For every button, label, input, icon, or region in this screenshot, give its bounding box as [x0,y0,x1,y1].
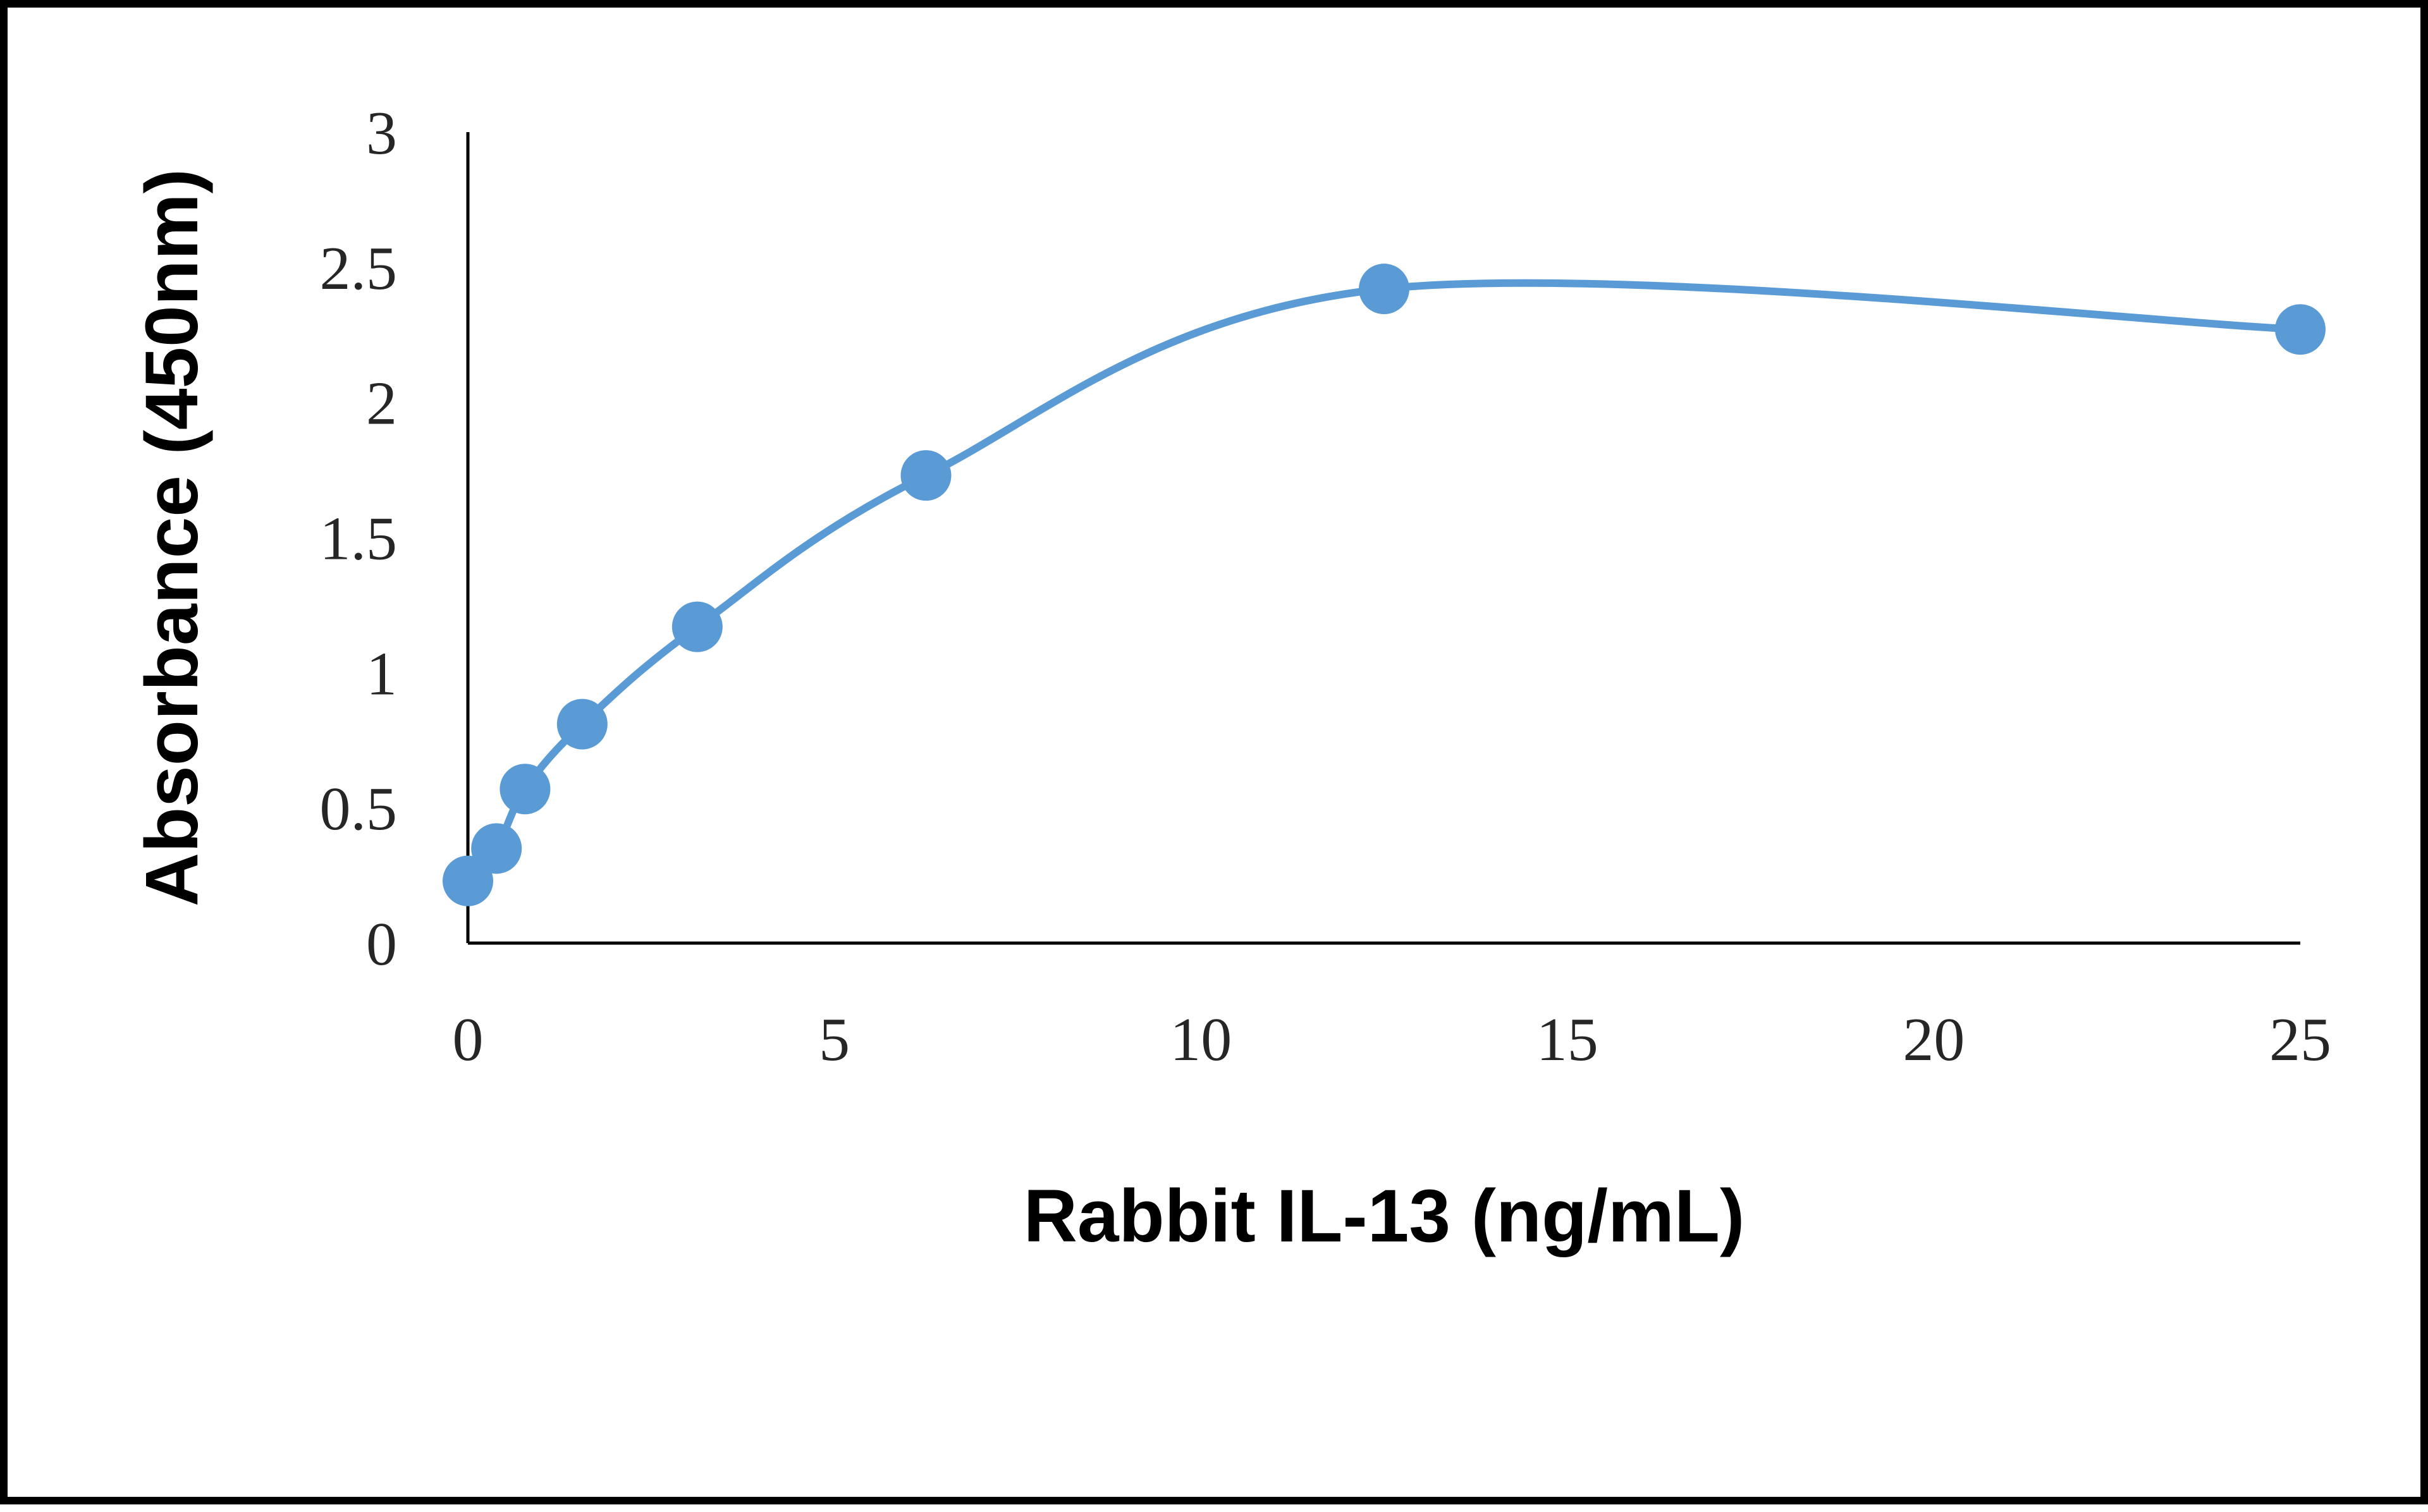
data-point [2275,304,2326,355]
x-tick-label: 5 [819,1006,850,1074]
data-points [443,264,2326,906]
data-point [1359,264,1409,315]
y-tick-label: 2 [366,370,397,438]
x-tick-label: 0 [453,1006,484,1074]
x-axis-ticks: 0 5 10 15 20 25 [453,1006,2332,1074]
data-point [671,601,723,652]
series-line [464,279,2304,885]
y-tick-label: 0.5 [320,775,398,843]
y-axis-ticks: 0 0.5 1 1.5 2 2.5 3 [320,99,398,979]
data-point [500,764,551,815]
data-point [556,698,608,750]
y-tick-label: 1 [366,640,397,708]
y-tick-label: 0 [366,910,397,979]
y-tick-label: 1.5 [320,505,398,573]
data-point [443,855,493,906]
x-tick-label: 20 [1903,1006,1965,1074]
chart: 0 0.5 1 1.5 2 2.5 3 0 5 10 15 20 25 Rabbit IL-13 (n… [130,99,2332,1258]
x-tick-label: 10 [1170,1006,1232,1074]
y-tick-label: 3 [366,99,397,168]
data-point [471,823,522,874]
x-tick-label: 25 [2269,1006,2331,1074]
y-axis-title: Absorbance (450nm) [130,169,214,906]
x-axis-title: Rabbit IL-13 (ng/mL) [1024,1174,1745,1258]
data-point [900,450,952,501]
y-tick-label: 2.5 [320,235,398,303]
x-tick-label: 15 [1536,1006,1598,1074]
